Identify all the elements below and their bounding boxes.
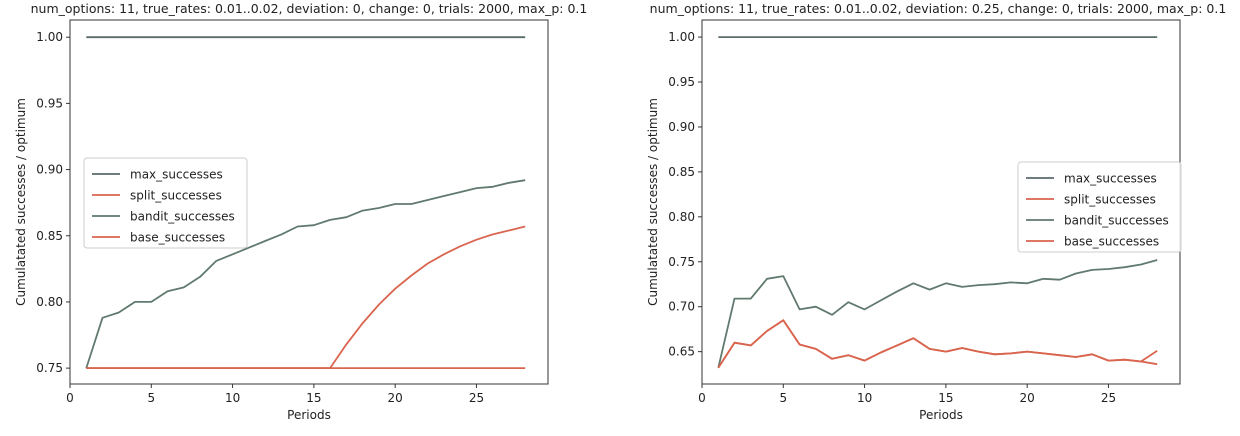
- series-line-base_successes: [717, 319, 1158, 369]
- legend-entry-base_successes: base_successes: [1064, 235, 1159, 249]
- series-line-bandit_successes: [85, 179, 526, 369]
- y-tick-label: 0.65: [668, 345, 695, 359]
- y-tick-label: 0.80: [36, 295, 63, 309]
- legend-entry-split_successes: split_successes: [1064, 193, 1156, 207]
- series-line-bandit_successes: [717, 259, 1158, 369]
- chart-left: num_options: 11, true_rates: 0.01..0.02,…: [14, 1, 587, 422]
- series-line-split_successes: [717, 319, 1158, 369]
- legend-entry-bandit_successes: bandit_successes: [130, 210, 235, 224]
- chart-title: num_options: 11, true_rates: 0.01..0.02,…: [31, 1, 588, 16]
- y-tick-label: 0.90: [36, 163, 63, 177]
- y-tick-label: 1.00: [36, 30, 63, 44]
- y-tick-label: 1.00: [668, 30, 695, 44]
- y-tick-label: 0.95: [668, 75, 695, 89]
- y-tick-label: 0.75: [668, 255, 695, 269]
- x-tick-label: 15: [938, 391, 953, 405]
- x-tick-label: 20: [388, 391, 403, 405]
- y-axis-label: Cumulatated successes / optimum: [646, 98, 660, 306]
- legend-box: [1017, 161, 1182, 253]
- x-axis-label: Periods: [919, 408, 963, 422]
- x-tick-label: 15: [306, 391, 321, 405]
- legend-entry-bandit_successes: bandit_successes: [1064, 214, 1169, 228]
- y-tick-label: 0.85: [36, 229, 63, 243]
- chart-title: num_options: 11, true_rates: 0.01..0.02,…: [650, 1, 1227, 16]
- legend-box: [83, 157, 248, 249]
- series-line-base_successes: [86, 225, 526, 370]
- x-tick-label: 10: [857, 391, 872, 405]
- x-tick-label: 20: [1020, 391, 1035, 405]
- x-tick-label: 25: [469, 391, 484, 405]
- y-tick-label: 0.75: [36, 361, 63, 375]
- x-tick-label: 5: [147, 391, 155, 405]
- legend-entry-base_successes: base_successes: [130, 231, 225, 245]
- legend-entry-max_successes: max_successes: [130, 168, 223, 182]
- plot-frame: [69, 19, 549, 385]
- y-tick-label: 0.80: [668, 210, 695, 224]
- legend-entry-split_successes: split_successes: [130, 189, 222, 203]
- y-axis-label: Cumulatated successes / optimum: [14, 98, 28, 306]
- x-tick-label: 25: [1101, 391, 1116, 405]
- legend-entry-max_successes: max_successes: [1064, 172, 1157, 186]
- x-tick-label: 0: [698, 391, 706, 405]
- y-tick-label: 0.95: [36, 96, 63, 110]
- x-axis-label: Periods: [287, 408, 331, 422]
- chart-right: num_options: 11, true_rates: 0.01..0.02,…: [646, 1, 1226, 422]
- y-tick-label: 0.85: [668, 165, 695, 179]
- y-tick-label: 0.90: [668, 120, 695, 134]
- y-tick-label: 0.70: [668, 300, 695, 314]
- x-tick-label: 0: [66, 391, 74, 405]
- x-tick-label: 5: [779, 391, 787, 405]
- x-tick-label: 10: [225, 391, 240, 405]
